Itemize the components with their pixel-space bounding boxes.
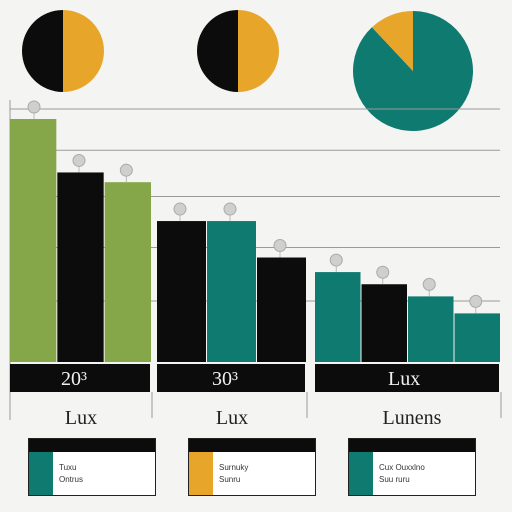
bar-g3-3 — [408, 296, 454, 362]
bar-g2-3 — [257, 257, 306, 362]
legend-line-1: Surnuky — [219, 463, 249, 472]
marker-g3-3 — [422, 277, 436, 291]
band-label-3: Lux — [388, 368, 420, 390]
bar-g2-1 — [157, 221, 206, 362]
category-band-1 — [10, 364, 150, 392]
bar-series — [10, 119, 500, 362]
bar-g3-4 — [454, 313, 500, 362]
marker-g3-2 — [376, 265, 390, 279]
category-labels: Lux Lux Lunens — [65, 407, 442, 429]
bar-g3-2 — [361, 284, 407, 362]
legend-header-bar — [29, 439, 155, 452]
marker-g1-1 — [27, 100, 41, 114]
marker-g2-1 — [173, 202, 187, 216]
bar-g1-3 — [104, 182, 151, 362]
category-bands: 20³ 30³ Lux — [10, 364, 499, 392]
legend-line-2: Ontrus — [59, 475, 84, 484]
bar-g3-1 — [315, 272, 361, 362]
marker-g3-1 — [329, 253, 343, 267]
bar-g1-2 — [57, 172, 104, 362]
legend-box-2: Surnuky Sunru — [188, 438, 316, 496]
marker-g1-3 — [119, 163, 133, 177]
category-band-2 — [157, 364, 305, 392]
category-label-2: Lux — [216, 407, 248, 429]
legend-box-1: Tuxu Ontrus — [28, 438, 156, 496]
legend-box-3: Cux Ouxxlno Suu ruru — [348, 438, 476, 496]
pie-1-slice-1 — [22, 10, 63, 92]
pie-3-slice-1 — [353, 11, 474, 131]
pie-3-slice-2 — [371, 11, 413, 71]
band-label-1: 20³ — [61, 368, 87, 390]
category-label-1: Lux — [65, 407, 97, 429]
legend-line-2: Sunru — [219, 475, 241, 484]
bar-g1-1 — [10, 119, 57, 362]
legend-line-1: Cux Ouxxlno — [379, 463, 425, 472]
legend-swatch — [189, 452, 213, 495]
legend-line-1: Tuxu — [59, 463, 77, 472]
pie-charts — [22, 10, 474, 131]
marker-g2-3 — [273, 239, 287, 253]
pie-2-slice-2 — [238, 10, 279, 92]
category-label-3: Lunens — [383, 407, 442, 429]
legend-swatch — [349, 452, 373, 495]
value-markers — [27, 100, 483, 314]
legend-line-2: Suu ruru — [379, 475, 410, 484]
marker-g1-2 — [72, 153, 86, 167]
legend-swatch — [29, 452, 53, 495]
pie-1-slice-2 — [63, 10, 104, 92]
pie-2-slice-1 — [197, 10, 238, 92]
band-label-2: 30³ — [212, 368, 238, 390]
legend-header-bar — [349, 439, 475, 452]
legend-header-bar — [189, 439, 315, 452]
category-band-3 — [315, 364, 499, 392]
bar-g2-2 — [207, 221, 256, 362]
marker-g2-2 — [223, 202, 237, 216]
marker-g3-4 — [469, 294, 483, 308]
